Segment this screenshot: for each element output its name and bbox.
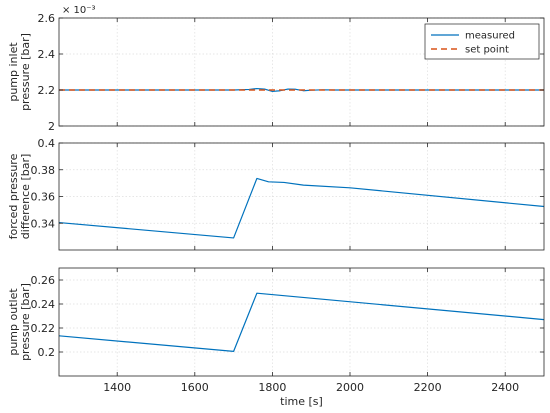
legend-entry-set-point: set point — [465, 45, 509, 56]
panel3-xtick-label: 1800 — [258, 381, 286, 394]
panel2: 0.34 0.36 0.38 0.4 forced pressuredifference… — [7, 137, 545, 251]
panel3-y-axis-label: pump outletpressure [bar] — [7, 283, 32, 361]
panel1-y-axis-label-line: pump inlet — [7, 42, 20, 102]
panel3-plot-area — [59, 268, 544, 376]
panel2-y-axis-label-line: forced pressure — [7, 153, 20, 239]
panel3-xtick-label: 1400 — [103, 381, 131, 394]
panel3-ytick-label: 0.24 — [31, 298, 56, 311]
legend-box — [424, 23, 540, 60]
panel2-ytick-label: 0.38 — [31, 164, 56, 177]
panel2-y-axis-label-line: difference [bar] — [19, 154, 32, 240]
panel1: 2 2.2 2.4 2.6 pump inletpressure [bar] × 10⁻³… — [7, 5, 545, 133]
panel2-series-0-line — [58, 177, 545, 239]
panel1-y-axis-label-line: pressure [bar] — [19, 33, 32, 111]
panel2-ytick-label: 0.34 — [31, 217, 56, 230]
panel1-y-exponent: × 10⁻³ — [62, 5, 96, 16]
panel3: 0.2 0.22 0.24 0.26 1400 1600 1800 2000 2200 2400 t… — [7, 267, 545, 408]
panel2-ytick-label: 0.4 — [38, 137, 56, 150]
panel2-ytick-label: 0.36 — [31, 191, 56, 204]
panel3-y-axis-label-line: pump outlet — [7, 288, 20, 356]
panel1-ytick-label: 2.2 — [38, 84, 56, 97]
panel1-axes-box — [58, 17, 545, 127]
panel1-legend: measured set point — [424, 23, 540, 60]
panel1-ytick-label: 2.6 — [38, 12, 56, 25]
panel3-xtick-label: 2400 — [491, 381, 519, 394]
panel3-series-0-line — [58, 292, 545, 352]
panel3-y-axis-label-line: pressure [bar] — [19, 283, 32, 361]
panel1-ytick-label: 2.4 — [38, 48, 56, 61]
panel1-y-axis-label: pump inletpressure [bar] — [7, 33, 32, 111]
panel3-ytick-label: 0.2 — [38, 346, 56, 359]
panel2-y-axis-label: forced pressuredifference [bar] — [7, 153, 32, 239]
panel3-ytick-label: 0.26 — [31, 274, 56, 287]
panel3-ytick-label: 0.22 — [31, 322, 56, 335]
panel1-ytick-label: 2 — [48, 120, 55, 133]
panel3-xtick-label: 1600 — [181, 381, 209, 394]
panel3-xtick-label: 2000 — [336, 381, 364, 394]
panel3-axes-box — [58, 267, 545, 377]
legend-entry-measured: measured — [465, 31, 515, 42]
x-axis-label: time [s] — [280, 395, 323, 408]
panel3-xtick-label: 2200 — [414, 381, 442, 394]
